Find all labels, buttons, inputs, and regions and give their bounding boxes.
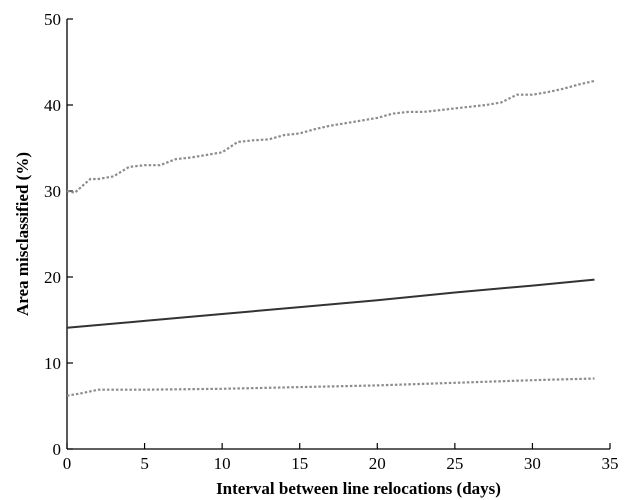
x-tick-label: 35: [602, 454, 619, 473]
x-axis-ticks: 0 5 10 15 20 25 30 35: [63, 443, 619, 473]
series-layer: [66, 79, 595, 397]
y-axis-ticks: 0 10 20 30 40 50: [44, 10, 73, 459]
y-axis-title: Area misclassified (%): [13, 152, 32, 316]
y-tick-label: 40: [44, 96, 61, 115]
x-tick-label: 20: [369, 454, 386, 473]
y-tick-label: 10: [44, 354, 61, 373]
y-tick-label: 0: [53, 440, 62, 459]
x-tick-label: 10: [214, 454, 231, 473]
y-tick-label: 50: [44, 10, 61, 29]
x-tick-label: 15: [291, 454, 308, 473]
lower-bound-line: [66, 377, 595, 397]
x-tick-label: 0: [63, 454, 72, 473]
axes: [66, 19, 610, 450]
x-tick-label: 25: [446, 454, 463, 473]
y-tick-label: 30: [44, 182, 61, 201]
x-tick-label: 30: [524, 454, 541, 473]
x-axis-title: Interval between line relocations (days): [216, 479, 501, 498]
mean-line: [66, 278, 595, 329]
x-tick-label: 5: [140, 454, 149, 473]
y-tick-label: 20: [44, 268, 61, 287]
upper-bound-line: [66, 79, 595, 194]
